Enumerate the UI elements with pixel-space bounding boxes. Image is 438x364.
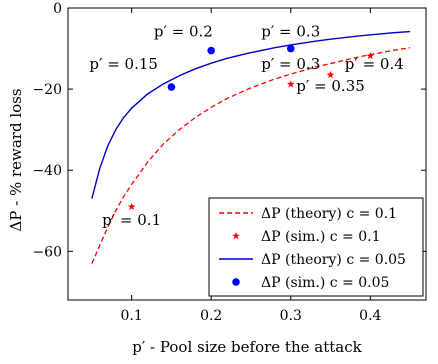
series-3-point-0 [167, 83, 176, 91]
legend-swatch-1 [232, 232, 240, 240]
legend-swatch-3 [232, 278, 240, 286]
plot-area: p′ = 0.1 p′ = 0.15 p′ = 0.2 p′ = 0.3 p′ = 0.… [89, 22, 411, 264]
annotation-3: p′ = 0.3 [261, 22, 320, 40]
x-tick-label-2: 0.3 [280, 308, 302, 324]
legend-label-0: ΔP (theory) c = 0.1 [261, 206, 397, 222]
y-tick-label-2: −40 [32, 163, 62, 179]
series-line-0 [91, 47, 411, 264]
legend-box [208, 197, 424, 297]
series-1-point-1 [286, 80, 295, 88]
series-3-point-2 [286, 44, 295, 53]
annotation-2: p′ = 0.2 [154, 22, 213, 40]
x-tick-label-0: 0.1 [121, 308, 143, 324]
x-axis-label: p′ - Pool size before the attack [132, 338, 362, 356]
annotation-5: p′ = 0.4 [345, 55, 404, 73]
annotation-1: p′ = 0.15 [89, 55, 158, 73]
annotation-0: p′ = 0.1 [102, 211, 161, 229]
y-tick-label-0: 0 [53, 1, 62, 17]
y-axis-label: ΔP - % reward loss [7, 88, 25, 231]
series-1-point-2 [326, 70, 335, 79]
y-tick-label-1: −20 [32, 82, 62, 98]
series-line-2 [91, 30, 411, 199]
series-3-point-1 [207, 46, 215, 55]
plot-frame [67, 7, 427, 301]
legend-label-2: ΔP (theory) c = 0.05 [261, 252, 406, 268]
annotation-6: p′ = 0.35 [296, 77, 365, 95]
x-tick-label-1: 0.2 [200, 308, 222, 324]
legend-label-3: ΔP (sim.) c = 0.05 [261, 275, 389, 291]
series-1-point-0 [127, 202, 136, 210]
legend-label-1: ΔP (sim.) c = 0.1 [261, 229, 380, 245]
series-1-point-3 [366, 51, 375, 60]
axes: 0.1 0.2 0.3 0.4 0 −20 −40 −60 [32, 1, 427, 324]
plot-content [91, 30, 411, 264]
y-tick-label-3: −60 [32, 244, 62, 260]
legend: ΔP (theory) c = 0.1 ΔP (sim.) c = 0.1 ΔP (… [208, 197, 424, 297]
annotation-4: p′ = 0.3 [261, 55, 320, 73]
x-tick-label-3: 0.4 [359, 308, 381, 324]
